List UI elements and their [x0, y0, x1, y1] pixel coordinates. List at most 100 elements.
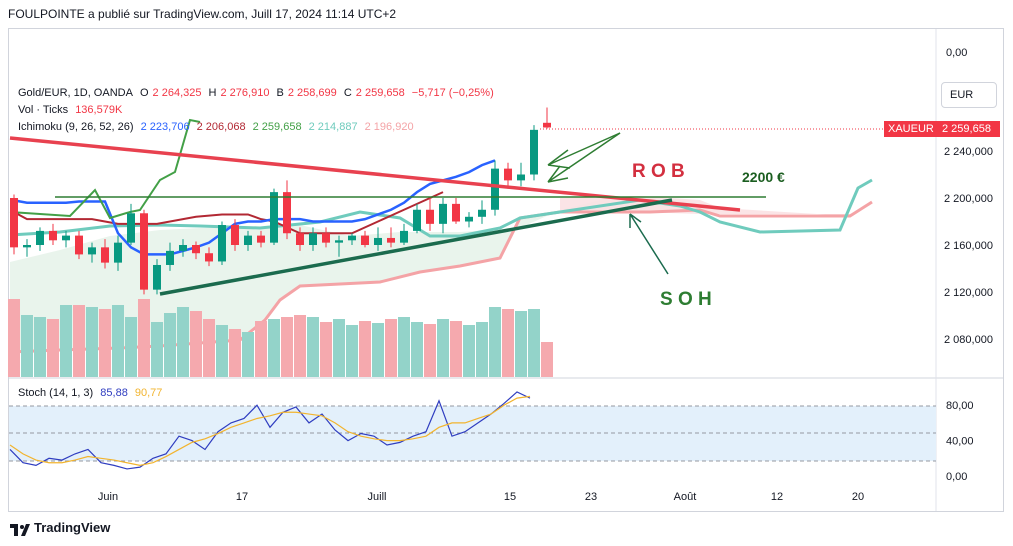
candle-body: [75, 235, 83, 255]
candle-body: [465, 216, 473, 222]
volume-bar: [125, 317, 137, 377]
x-tick-label: 12: [771, 491, 783, 503]
stoch-legend: Stoch (14, 1, 3) 85,88 90,77: [18, 386, 166, 400]
volume-group: [8, 299, 553, 377]
candle-body: [296, 233, 304, 245]
candle-body: [192, 245, 200, 254]
symbol-label: Gold/EUR, 1D, OANDA: [18, 87, 133, 99]
ichimoku-kijun-line: [13, 191, 444, 235]
candle-body: [36, 230, 44, 245]
candle-body: [127, 213, 135, 243]
candle-body: [374, 237, 382, 245]
volume-bar: [346, 325, 358, 377]
volume-bar: [99, 309, 111, 377]
tradingview-logo-icon: [10, 523, 30, 536]
y-tick-label: 2 080,000: [944, 334, 993, 346]
volume-bar: [359, 321, 371, 377]
volume-bar: [476, 322, 488, 377]
ichimoku-spanb-value: 2 196,920: [364, 121, 414, 133]
b-value: 2 258,699: [287, 87, 337, 99]
currency-button[interactable]: EUR: [941, 82, 997, 108]
volume-bar: [138, 299, 150, 377]
x-tick-label: Août: [674, 491, 697, 503]
chart-frame[interactable]: [8, 28, 1004, 512]
red-trendline: [9, 136, 741, 212]
stoch-d-value: 90,77: [134, 387, 163, 399]
candle-body: [413, 209, 421, 231]
volume-bar: [73, 305, 85, 377]
candle-body: [101, 247, 109, 263]
y-axis: 2 240,000 2 200,000 2 160,000 2 120,000 2 08…: [944, 146, 993, 346]
volume-bar: [385, 319, 397, 377]
candle-body: [88, 247, 96, 255]
candle-body: [530, 129, 538, 175]
ichimoku-chikou-value: 2 259,658: [252, 121, 302, 133]
stoch-y-axis: 80,00 40,00 0,00: [946, 400, 974, 483]
publication-header: FOULPOINTE a publié sur TradingView.com,…: [8, 7, 397, 21]
volume-bar: [203, 319, 215, 377]
volume-bar: [177, 307, 189, 377]
ichimoku-legend: Ichimoku (9, 26, 52, 26) 2 223,706 2 206…: [18, 120, 418, 134]
ichimoku-label: Ichimoku (9, 26, 52, 26): [18, 121, 134, 133]
candle-body: [270, 192, 278, 243]
brand-name: TradingView: [34, 520, 111, 535]
candle-body: [114, 242, 122, 263]
x-axis: Juin 17 Juill 15 23 Août 12 20: [98, 491, 864, 503]
volume-bar: [333, 319, 345, 377]
candle-body: [153, 264, 161, 290]
volume-bar: [47, 319, 59, 377]
volume-bar: [112, 305, 124, 377]
volume-bar: [437, 319, 449, 377]
volume-bar: [242, 332, 254, 377]
vol-value: 136,579K: [75, 104, 123, 116]
candle-body: [309, 233, 317, 245]
volume-bar: [229, 329, 241, 377]
volume-bar: [541, 342, 553, 377]
volume-bar: [281, 317, 293, 377]
candle-body: [49, 230, 57, 241]
change-value: −5,717 (−0,25%): [411, 87, 494, 99]
volume-bar: [307, 317, 319, 377]
x-tick-label: 23: [585, 491, 597, 503]
volume-bar: [463, 325, 475, 377]
candle-body: [322, 233, 330, 243]
stoch-group: [9, 391, 531, 470]
volume-bar: [528, 309, 540, 377]
c-label: C: [343, 87, 352, 99]
candle-body: [231, 225, 239, 245]
stoch-k-value: 85,88: [100, 387, 128, 399]
volume-bar: [8, 299, 20, 377]
candle-body: [452, 203, 460, 222]
y-tick-label: 2 160,000: [944, 240, 993, 252]
y-tick-top: 0,00: [946, 47, 967, 59]
volume-bar: [164, 313, 176, 377]
stoch-y-tick-label: 80,00: [946, 400, 974, 412]
candle-body: [244, 235, 252, 245]
o-label: O: [139, 87, 149, 99]
candles-group: [10, 107, 551, 295]
volume-bar: [450, 321, 462, 377]
volume-bar: [86, 307, 98, 377]
volume-bar: [34, 317, 46, 377]
candle-body: [361, 235, 369, 245]
candle-body: [491, 168, 499, 210]
candle-body: [205, 253, 213, 262]
volume-bar: [294, 315, 306, 377]
ichimoku-kijun-value: 2 206,068: [196, 121, 246, 133]
volume-bar: [151, 322, 163, 377]
candle-body: [348, 235, 356, 241]
b-label: B: [276, 87, 284, 99]
c-value: 2 259,658: [355, 87, 405, 99]
tradingview-brand: TradingView: [10, 519, 110, 537]
candle-body: [439, 203, 447, 224]
y-tick-label: 2 240,000: [944, 146, 993, 158]
rob-arrow-icon: [547, 132, 621, 183]
candle-body: [62, 235, 70, 241]
ichimoku-spana-value: 2 214,887: [308, 121, 358, 133]
x-tick-label: 15: [504, 491, 516, 503]
candle-body: [283, 192, 291, 234]
volume-bar: [320, 322, 332, 377]
stoch-y-tick-label: 0,00: [946, 471, 967, 483]
